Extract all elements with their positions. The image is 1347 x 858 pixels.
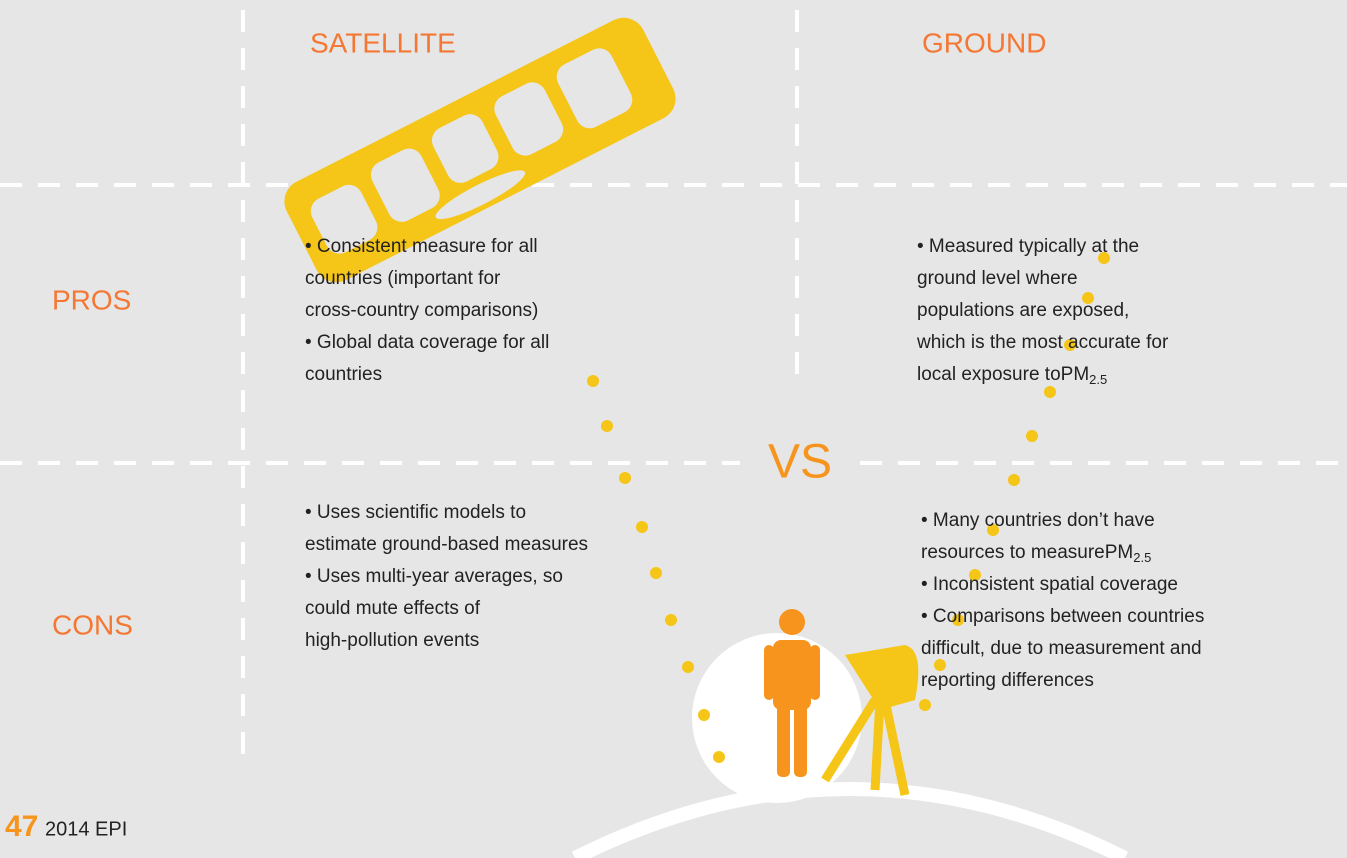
text-line: difficult, due to measurement and bbox=[921, 638, 1202, 659]
text-line: • Comparisons between countries bbox=[921, 606, 1204, 627]
row-header: CONS bbox=[52, 609, 133, 640]
infographic: SATELLITE GROUND PROS CONS VS • Consiste… bbox=[0, 0, 1347, 858]
text-line: high-pollution events bbox=[305, 630, 479, 651]
text-line: estimate ground-based measures bbox=[305, 534, 588, 555]
text-line: local exposure toPM2.5 bbox=[917, 364, 1107, 387]
text-line: ground level where bbox=[917, 268, 1078, 289]
text-line: • Many countries don’t have bbox=[921, 510, 1155, 531]
text-line: resources to measurePM2.5 bbox=[921, 542, 1151, 565]
text-line: cross-country comparisons) bbox=[305, 300, 538, 321]
text-part: PM bbox=[1061, 364, 1090, 385]
text-line: countries bbox=[305, 364, 382, 385]
text-line: • Consistent measure for all bbox=[305, 236, 538, 257]
row-header: PROS bbox=[52, 284, 131, 315]
subscript: 2.5 bbox=[1133, 550, 1151, 565]
text-part: PM bbox=[1105, 542, 1134, 563]
footer-title: 2014 EPI bbox=[45, 818, 127, 840]
text-line: • Measured typically at the bbox=[917, 236, 1139, 257]
vs-label: VS bbox=[768, 436, 832, 489]
text-part: local exposure to bbox=[917, 364, 1061, 385]
text-part: resources to measure bbox=[921, 542, 1105, 563]
text-line: • Uses multi-year averages, so bbox=[305, 566, 563, 587]
text-line: which is the most accurate for bbox=[916, 332, 1169, 353]
column-header: GROUND bbox=[922, 27, 1046, 58]
text-line: • Uses scientific models to bbox=[305, 502, 526, 523]
text-line: reporting differences bbox=[921, 670, 1094, 691]
column-header: SATELLITE bbox=[310, 27, 456, 58]
text-line: could mute effects of bbox=[305, 598, 481, 619]
background bbox=[0, 0, 1347, 858]
page-number: 47 bbox=[5, 810, 38, 843]
text-line: • Inconsistent spatial coverage bbox=[921, 574, 1178, 595]
text-line: populations are exposed, bbox=[917, 300, 1129, 321]
subscript: 2.5 bbox=[1089, 372, 1107, 387]
text-line: • Global data coverage for all bbox=[305, 332, 549, 353]
text-line: countries (important for bbox=[305, 268, 501, 289]
